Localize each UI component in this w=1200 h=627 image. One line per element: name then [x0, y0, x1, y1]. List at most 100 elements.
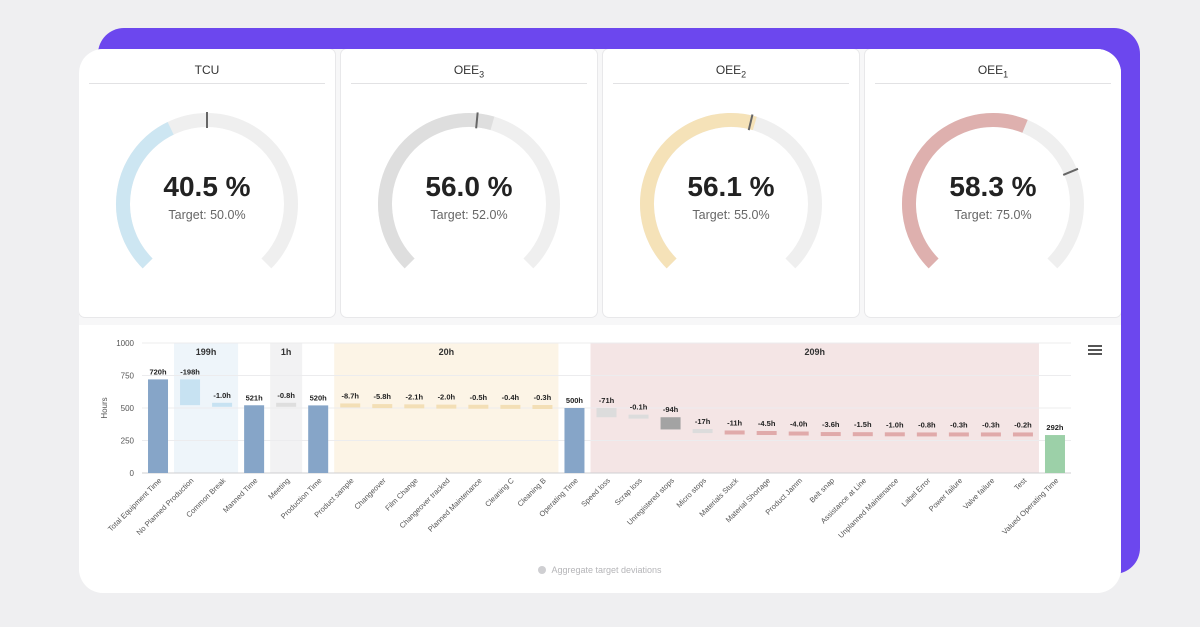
y-tick-label: 250 — [121, 437, 135, 446]
chart-bar — [308, 405, 329, 473]
bar-value-label: -0.5h — [470, 393, 488, 402]
gauge-card-2: OEE3 56.0 % Target: 52.0% — [341, 49, 597, 317]
gauge-target-marker — [475, 112, 479, 129]
gauge-title: OEE1 — [875, 63, 1111, 84]
bar-value-label: -1.0h — [213, 391, 231, 400]
chart-bar — [724, 430, 745, 435]
chart-legend[interactable]: Aggregate target deviations — [79, 565, 1121, 575]
chart-bar — [852, 432, 873, 437]
gauge-title-sub: 1 — [1003, 69, 1009, 80]
bar-value-label: 521h — [246, 393, 264, 402]
x-tick-label: No Planned Production — [135, 476, 196, 537]
y-tick-label: 500 — [121, 404, 135, 413]
x-tick-label: Test — [1012, 475, 1029, 492]
chart-bar — [276, 402, 297, 407]
bar-value-label: -8.7h — [341, 391, 359, 400]
gauge-target-marker — [1062, 167, 1079, 176]
x-tick-label: Meeting — [266, 476, 291, 501]
gauge-title-main: TCU — [194, 63, 220, 77]
x-tick-label: Micro stops — [675, 476, 709, 510]
gauge-target-marker — [747, 114, 754, 131]
bar-value-label: -0.2h — [1014, 420, 1032, 429]
gauge-value: 58.3 % — [949, 171, 1037, 202]
bar-value-label: -0.1h — [630, 403, 648, 412]
gauge-value-arc — [116, 121, 174, 269]
chart-bar — [788, 431, 809, 436]
x-tick-label: Planned Maintenance — [426, 476, 484, 534]
gauge-title: OEE2 — [613, 63, 849, 84]
bar-value-label: 500h — [566, 396, 584, 405]
gauge-value: 56.1 % — [687, 171, 775, 202]
x-tick-label: Valued Operating Time — [1000, 476, 1060, 536]
gauge-dial — [378, 112, 560, 269]
chart-bar — [756, 431, 777, 436]
chart-bar — [148, 379, 169, 473]
dashboard-panel: TCU 40.5 % Target: 50.0% OEE3 56.0 % Target: … — [79, 49, 1121, 593]
bar-value-label: -5.8h — [374, 392, 392, 401]
gauge-dial — [901, 113, 1084, 269]
bar-value-label: -4.5h — [758, 419, 776, 428]
x-tick-label: Cleaning B — [516, 476, 548, 508]
waterfall-chart: 199h 1h 20h 209h 0 250 500 750 1000 Hours 720h -198… — [100, 339, 1071, 540]
bar-value-label: -11h — [727, 418, 742, 427]
gauge-title: OEE3 — [351, 63, 587, 84]
gauge-value-arc — [640, 113, 757, 269]
chart-bar — [692, 429, 713, 434]
y-tick-label: 1000 — [116, 339, 134, 348]
gauge-target: Target: 52.0% — [430, 208, 508, 222]
gauge-value: 40.5 % — [163, 171, 251, 202]
bar-value-label: -4.0h — [790, 420, 808, 429]
bar-value-label: -2.1h — [406, 392, 424, 401]
x-tick-label: Scrap loss — [613, 476, 644, 507]
bar-value-label: -0.8h — [277, 391, 295, 400]
bar-value-label: -3.6h — [822, 420, 840, 429]
gauge-dial — [116, 112, 298, 269]
bar-value-label: -198h — [180, 367, 200, 376]
bar-value-label: -0.3h — [534, 393, 552, 402]
bar-value-label: -0.4h — [502, 393, 520, 402]
chart-bar — [244, 405, 265, 473]
chart-bar — [468, 404, 489, 409]
gauge-title-sub: 2 — [741, 69, 747, 80]
bar-value-label: -1.0h — [886, 420, 904, 429]
chart-bar — [212, 402, 233, 407]
gauge-title: TCU — [89, 63, 325, 84]
x-tick-label: Speed loss — [579, 476, 612, 509]
gauge-card-3: OEE2 56.1 % Target: 55.0% — [603, 49, 859, 317]
legend-label: Aggregate target deviations — [551, 565, 662, 575]
gauge-title-main: OEE — [715, 63, 742, 77]
group-label: 199h — [196, 347, 217, 357]
x-tick-label: Label Error — [900, 476, 933, 509]
chart-bar — [564, 408, 585, 473]
gauge-value-arc — [901, 113, 1028, 269]
chart-bar — [1012, 432, 1033, 437]
bar-value-label: -0.3h — [950, 420, 968, 429]
gauge-card-4: OEE1 58.3 % Target: 75.0% — [865, 49, 1121, 317]
gauge-value-arc — [378, 113, 495, 269]
group-label: 209h — [804, 347, 825, 357]
chart-bar — [916, 432, 937, 437]
chart-bar — [596, 408, 617, 418]
bar-value-label: -94h — [663, 405, 679, 414]
gauge-target: Target: 50.0% — [168, 208, 246, 222]
chart-bar — [1044, 435, 1065, 473]
x-tick-label: Power failure — [927, 476, 964, 513]
chart-bar — [660, 417, 681, 430]
x-tick-label: Total Equipment Time — [106, 476, 163, 533]
bar-value-label: -17h — [695, 417, 711, 426]
gauge-value: 56.0 % — [425, 171, 513, 202]
bar-value-label: -0.3h — [982, 420, 1000, 429]
chart-bar — [948, 432, 969, 437]
y-axis-label: Hours — [100, 397, 109, 418]
chart-bar — [884, 432, 905, 437]
chart-bar — [820, 432, 841, 437]
chart-menu-icon[interactable] — [1088, 345, 1102, 357]
y-tick-label: 0 — [130, 469, 135, 478]
bar-value-label: -2.0h — [438, 393, 456, 402]
bar-value-label: -0.8h — [918, 420, 936, 429]
chart-bar — [372, 404, 393, 409]
gauge-target: Target: 75.0% — [954, 208, 1032, 222]
chart-bar — [532, 405, 553, 410]
chart-bar — [180, 379, 201, 406]
bar-value-label: 720h — [149, 367, 167, 376]
